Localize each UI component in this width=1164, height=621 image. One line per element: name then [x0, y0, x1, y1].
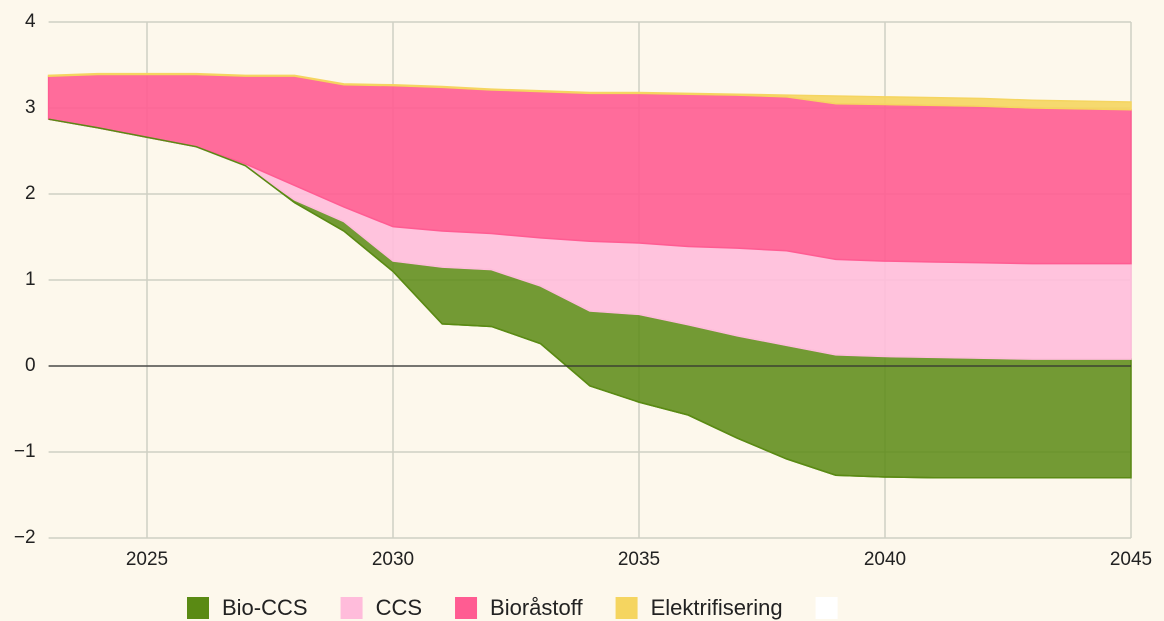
y-tick-label: 3 — [25, 97, 36, 118]
y-tick-label: −1 — [14, 441, 36, 462]
legend-swatch — [187, 597, 209, 619]
y-tick-label: 2 — [25, 183, 36, 204]
net-line — [48, 118, 1131, 479]
x-tick-label: 2035 — [618, 549, 660, 570]
legend-label: Elektrifisering — [651, 595, 783, 620]
area — [47, 72, 1132, 111]
x-tick-label: 2025 — [126, 549, 168, 570]
y-tick-label: 1 — [25, 269, 36, 290]
legend: Bio-CCS CCS Bioråstoff Elektrifisering — [187, 595, 838, 620]
y-tick-label: 0 — [25, 355, 36, 376]
legend-swatch — [340, 597, 363, 619]
legend-swatch — [615, 597, 638, 619]
legend-swatch — [455, 597, 478, 619]
legend-swatch — [815, 597, 838, 619]
x-tick-label: 2045 — [1110, 549, 1152, 570]
x-tick-label: 2040 — [864, 549, 906, 570]
legend-label: Bioråstoff — [490, 595, 583, 620]
y-tick-label: 4 — [25, 11, 36, 32]
y-tick-label: −2 — [14, 527, 36, 548]
legend-label: Bio-CCS — [222, 595, 308, 620]
x-tick-label: 2030 — [372, 549, 414, 570]
legend-label: CCS — [376, 595, 422, 620]
